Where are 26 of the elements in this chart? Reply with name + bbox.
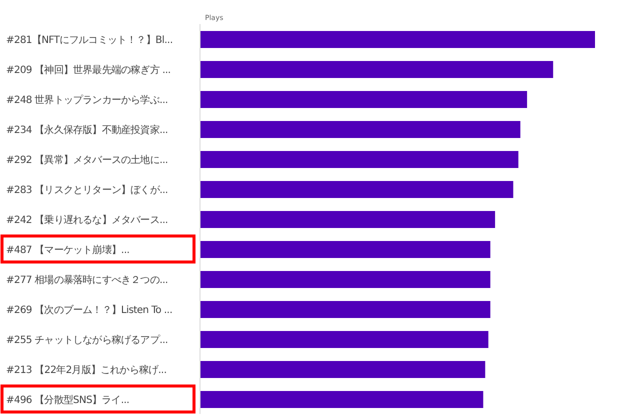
- bar: [200, 271, 490, 288]
- bar: [200, 91, 528, 108]
- y-tick-label: #209 【神回】世界最先端の稼ぎ方 ...: [6, 64, 171, 76]
- bar: [200, 241, 490, 258]
- bar: [200, 391, 484, 408]
- y-tick-label: #281【NFTにフルコミット！？】Bl...: [6, 34, 173, 46]
- y-tick-label: #255 チャットしながら稼げるアプ...: [6, 334, 168, 346]
- y-tick-label: #242 【乗り遅れるな】メタバース...: [6, 214, 168, 226]
- y-tick-label: #248 世界トップランカーから学ぶ...: [6, 94, 168, 106]
- y-tick-label: #283 【リスクとリターン】ぼくが...: [6, 184, 168, 196]
- bar: [200, 301, 490, 318]
- y-tick-label: #292 【異常】メタバースの土地に...: [6, 154, 168, 166]
- y-tick-label: #234 【永久保存版】不動産投資家...: [6, 124, 168, 136]
- y-tick-label: #277 相場の暴落時にすべき２つの...: [6, 274, 168, 286]
- bar: [200, 361, 486, 378]
- y-tick-label: #496 【分散型SNS】ライ...: [6, 394, 130, 406]
- bar: [200, 61, 554, 78]
- bar: [200, 211, 496, 228]
- bar: [200, 331, 488, 348]
- y-tick-label: #269 【次のブーム！？】Listen To ...: [6, 304, 172, 316]
- bar: [200, 181, 514, 198]
- bar: [200, 31, 595, 48]
- y-tick-label: #213 【22年2月版】これから稼げ...: [6, 364, 167, 376]
- bar: [200, 121, 520, 138]
- bar: [200, 151, 518, 168]
- y-tick-label: #487 【マーケット崩壊】...: [6, 244, 130, 256]
